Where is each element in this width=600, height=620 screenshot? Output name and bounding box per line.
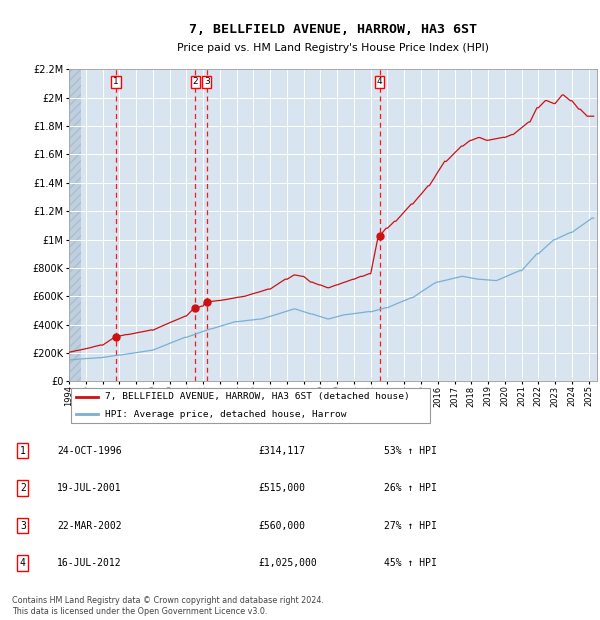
Text: 2: 2	[193, 78, 198, 86]
Text: 4: 4	[377, 78, 383, 86]
Text: 1: 1	[113, 78, 119, 86]
Text: Price paid vs. HM Land Registry's House Price Index (HPI): Price paid vs. HM Land Registry's House …	[177, 43, 489, 53]
Text: £515,000: £515,000	[258, 483, 305, 493]
Text: 19-JUL-2001: 19-JUL-2001	[57, 483, 122, 493]
Text: 26% ↑ HPI: 26% ↑ HPI	[384, 483, 437, 493]
Text: £1,025,000: £1,025,000	[258, 558, 317, 568]
Text: 4: 4	[20, 558, 26, 568]
Text: 16-JUL-2012: 16-JUL-2012	[57, 558, 122, 568]
Text: £560,000: £560,000	[258, 521, 305, 531]
Text: 24-OCT-1996: 24-OCT-1996	[57, 446, 122, 456]
FancyBboxPatch shape	[71, 388, 430, 423]
Text: 3: 3	[20, 521, 26, 531]
Text: 45% ↑ HPI: 45% ↑ HPI	[384, 558, 437, 568]
Bar	[69, 69, 81, 381]
Text: 22-MAR-2002: 22-MAR-2002	[57, 521, 122, 531]
Text: £314,117: £314,117	[258, 446, 305, 456]
Text: 2: 2	[20, 483, 26, 493]
Text: Contains HM Land Registry data © Crown copyright and database right 2024.
This d: Contains HM Land Registry data © Crown c…	[12, 596, 324, 616]
Text: 7, BELLFIELD AVENUE, HARROW, HA3 6ST (detached house): 7, BELLFIELD AVENUE, HARROW, HA3 6ST (de…	[106, 392, 410, 401]
Text: 27% ↑ HPI: 27% ↑ HPI	[384, 521, 437, 531]
Text: 7, BELLFIELD AVENUE, HARROW, HA3 6ST: 7, BELLFIELD AVENUE, HARROW, HA3 6ST	[189, 23, 477, 35]
Text: 3: 3	[204, 78, 209, 86]
Text: 1: 1	[20, 446, 26, 456]
Text: HPI: Average price, detached house, Harrow: HPI: Average price, detached house, Harr…	[106, 410, 347, 419]
Text: 53% ↑ HPI: 53% ↑ HPI	[384, 446, 437, 456]
